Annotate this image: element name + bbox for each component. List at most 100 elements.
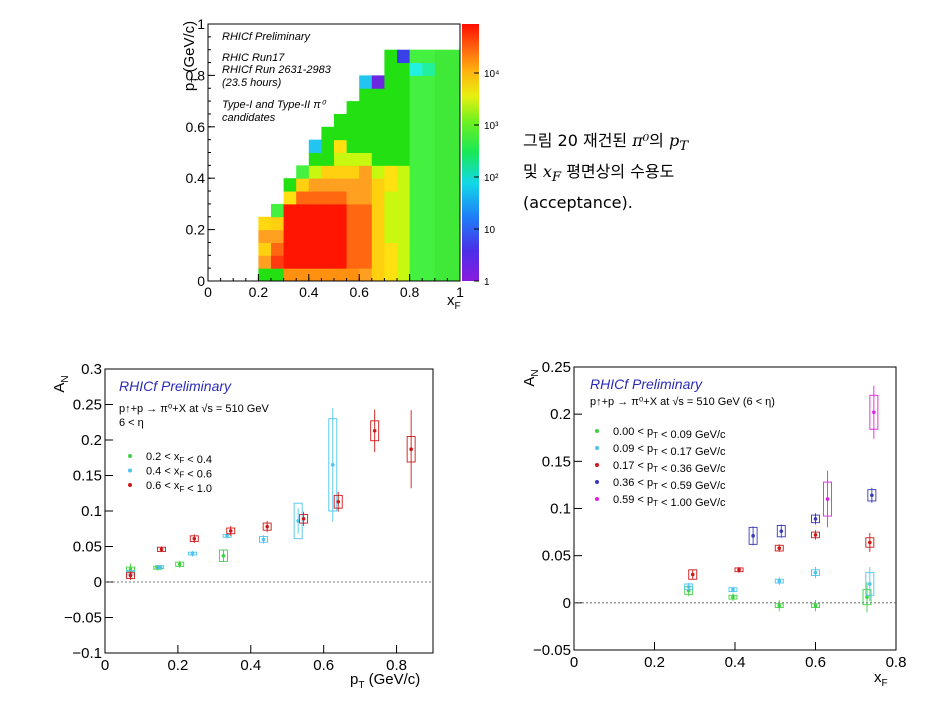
data-point	[301, 517, 306, 521]
heatmap-cell	[384, 216, 398, 231]
heatmap-cell	[359, 268, 373, 282]
left-plot-axes: 0 0.2 0.4 0.6 0.8 −0.1 −0.05 0 0.05 0.1 0.15 0.2 0.2…	[64, 361, 407, 674]
heatmap-cell	[397, 268, 411, 282]
heatmap-cell	[334, 139, 348, 153]
heatmap-axes: 0 0.2 0.4 0.6 0.8 1 0 0.2 0.4 0.6 0.8 1	[186, 16, 465, 300]
right-plot-title: RHICf Preliminary	[590, 376, 703, 392]
right-plot-frame	[573, 366, 897, 651]
sys-error-box	[175, 561, 185, 567]
heatmap-cell	[283, 203, 297, 218]
heatmap-cell	[409, 62, 423, 76]
heatmap-cell	[371, 88, 385, 102]
heatmap-cell	[434, 49, 448, 64]
heatmap-cell	[308, 165, 322, 179]
heatmap-cell	[334, 203, 348, 218]
sys-error-box	[748, 526, 758, 545]
heatmap-cell	[271, 229, 285, 243]
heatmap-cell	[359, 126, 373, 141]
data-point	[731, 587, 735, 592]
heatmap-cell	[409, 255, 423, 269]
heatmap-cell	[397, 113, 411, 128]
heatmap-cell	[296, 178, 310, 192]
sys-error-box	[728, 587, 738, 592]
heatmap-cell	[397, 88, 411, 102]
y-tick-label: 0.3	[81, 361, 102, 378]
sys-error-box	[157, 546, 166, 552]
sys-error-box	[406, 436, 416, 463]
data-point	[777, 546, 782, 550]
heatmap-cell	[346, 242, 360, 256]
heatmap-cell	[346, 268, 360, 282]
heatmap-cell	[409, 113, 423, 128]
heatmap-cell	[371, 101, 385, 115]
heatmap-cell	[384, 255, 398, 269]
heatmap-cell	[371, 191, 385, 205]
heatmap-cell	[359, 101, 373, 115]
sys-error-box	[774, 578, 784, 584]
sys-error-box	[869, 394, 879, 430]
data-point	[128, 573, 133, 578]
heatmap-cell	[334, 165, 348, 179]
right-subtitle-1: p↑+p → π⁰+X at √s = 510 GeV (6 < η)	[590, 396, 775, 408]
heatmap-cell	[334, 191, 348, 205]
heatmap-cell	[384, 126, 398, 141]
heatmap-cell	[409, 242, 423, 256]
heatmap-cell	[409, 101, 423, 115]
heatmap-cell	[359, 75, 373, 89]
heatmap-cell	[434, 191, 448, 205]
data-point	[779, 529, 784, 533]
heatmap-cell	[283, 178, 297, 192]
data-point	[872, 410, 876, 415]
sys-error-box	[153, 565, 163, 570]
heatmap-cell	[422, 88, 436, 102]
heatmap-cell	[409, 75, 423, 89]
x-tick-label: 0.2	[167, 657, 188, 674]
heatmap-cell	[371, 139, 385, 153]
heatmap-cell	[346, 229, 360, 243]
caption-pt-symbol: pT	[669, 131, 689, 155]
heatmap-cell	[409, 216, 423, 231]
heatmap-cell	[434, 101, 448, 115]
data-point	[190, 551, 195, 556]
heatmap-cell	[422, 101, 436, 115]
data-point	[813, 517, 818, 521]
data-point	[686, 584, 691, 589]
heatmap-cell	[346, 101, 360, 115]
heatmap-cell	[296, 203, 310, 218]
x-tick-label: 0.8	[386, 657, 407, 674]
heatmap-cell	[422, 139, 436, 153]
heatmap-cell	[334, 242, 348, 256]
heatmap-cell	[359, 242, 373, 256]
heatmap-cell	[371, 268, 385, 282]
sys-error-box	[333, 494, 343, 509]
heatmap-cell	[422, 165, 436, 179]
caption-particle: 의	[649, 131, 664, 150]
heatmap-cell	[384, 242, 398, 256]
data-point	[751, 534, 755, 538]
left-legend: 0.2 < xF < 0.40.4 < xF < 0.60.6 < xF < 1…	[128, 451, 212, 495]
heatmap-cell	[434, 152, 448, 166]
sys-error-box	[126, 570, 135, 576]
heatmap-x-tick-label: 0.6	[349, 284, 369, 300]
sys-error-box	[688, 569, 698, 580]
right-ylabel: AN	[521, 369, 541, 386]
heatmap-cell	[434, 268, 448, 282]
heatmap-cell	[384, 62, 398, 76]
heatmap-cell	[321, 126, 335, 141]
data-point	[690, 572, 695, 577]
y-tick-label: 0.1	[81, 503, 102, 520]
y-tick-label: 0	[94, 574, 102, 591]
data-point	[261, 537, 266, 542]
heatmap-cell	[422, 178, 436, 192]
heatmap-cell	[321, 152, 335, 166]
heatmap-cell	[296, 268, 310, 282]
data-point	[737, 568, 741, 572]
heatmap-cell	[384, 203, 398, 218]
colorbar-tick-label: 1	[484, 277, 490, 288]
heatmap-y-tick-label: 1	[197, 16, 205, 32]
heatmap-cell	[296, 165, 310, 179]
heatmap-cell	[359, 165, 373, 179]
left-plot-frame	[104, 368, 434, 654]
caption-line-1: 그림 20 재건된 π⁰의 pT	[523, 128, 785, 159]
